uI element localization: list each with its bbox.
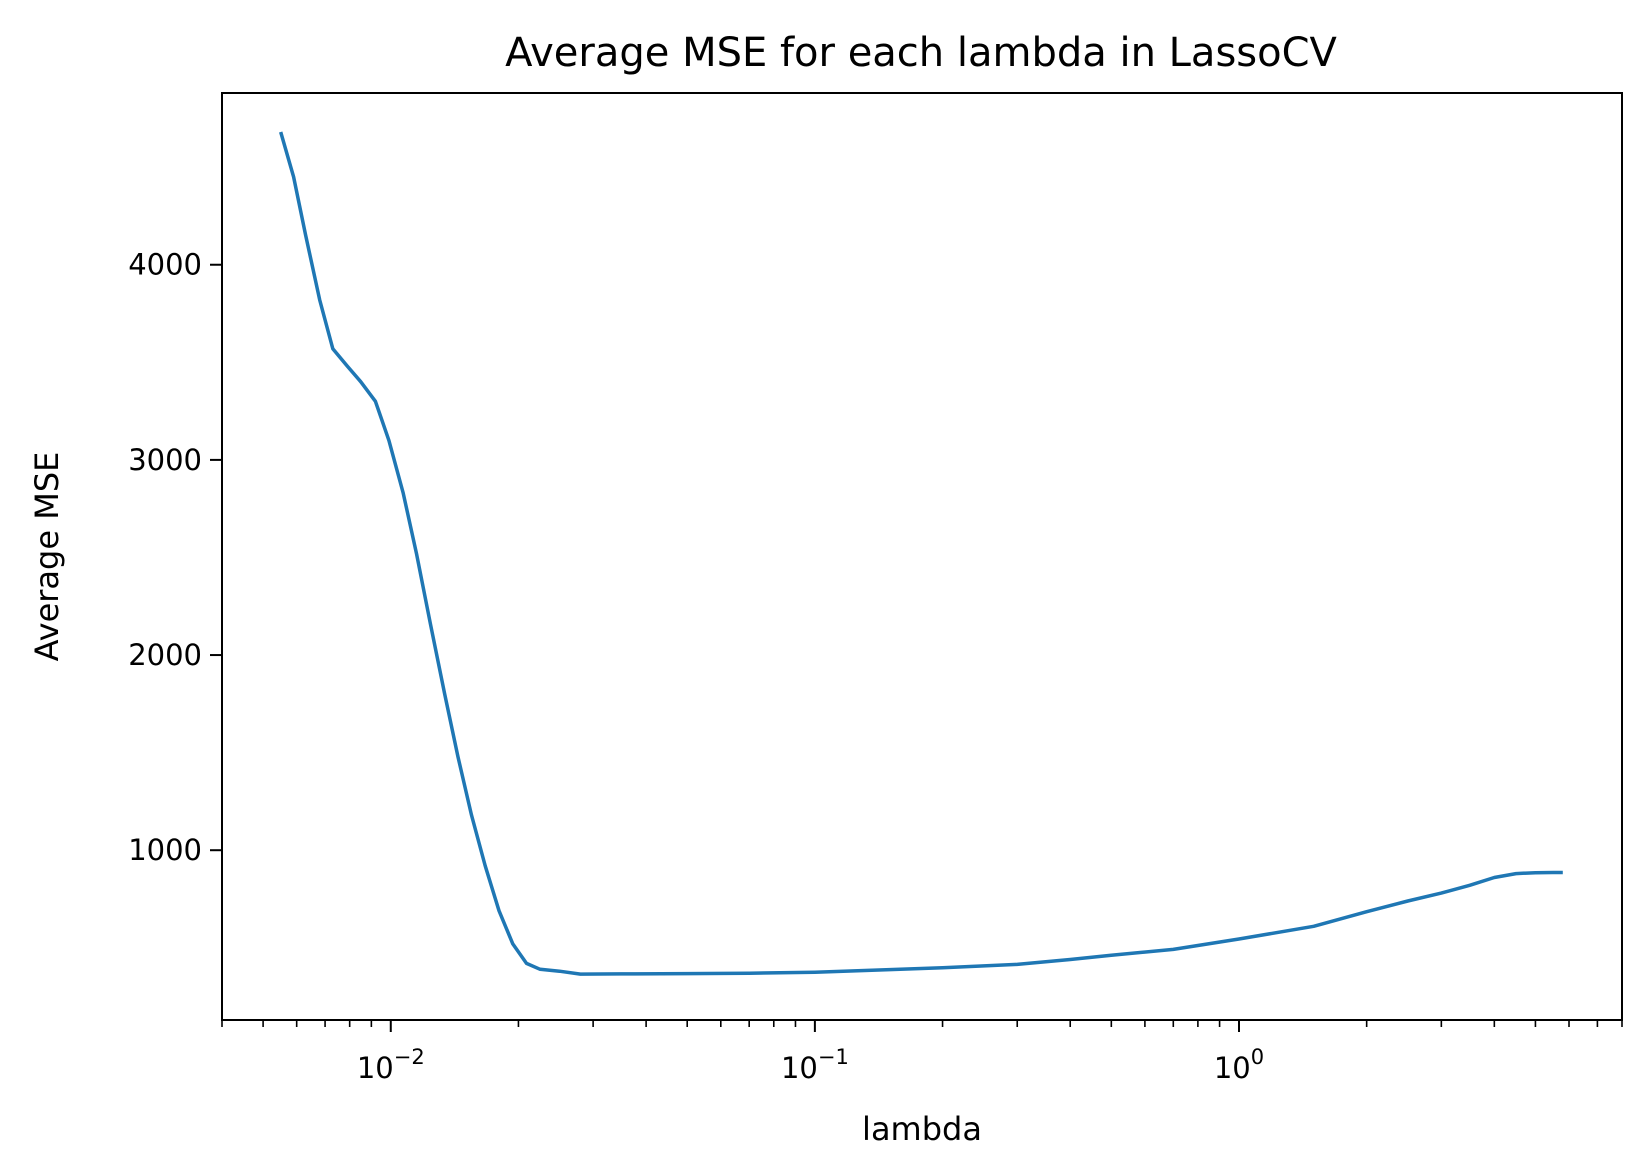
series-layer xyxy=(279,131,1563,976)
x-tick-label: 10−1 xyxy=(781,1045,849,1085)
y-tick-label: 4000 xyxy=(128,248,202,282)
x-tick-exponent: 0 xyxy=(1251,1045,1264,1069)
x-tick-base: 10 xyxy=(1214,1051,1251,1085)
mse-series-line xyxy=(279,131,1563,976)
y-tick-label: 3000 xyxy=(128,443,202,477)
chart-title: Average MSE for each lambda in LassoCV xyxy=(505,30,1337,76)
x-axis-ticks: 10−2 10−1 100 xyxy=(221,1020,1623,1085)
y-axis-ticks: 1000 2000 3000 4000 xyxy=(128,248,222,867)
x-tick-label: 100 xyxy=(1214,1045,1264,1085)
x-tick-label: 10−2 xyxy=(357,1045,425,1085)
x-tick-exponent: −2 xyxy=(394,1045,425,1069)
axes-frame xyxy=(221,92,1623,1021)
x-tick-exponent: −1 xyxy=(818,1045,849,1069)
y-axis-label: Average MSE xyxy=(28,452,66,662)
x-tick-base: 10 xyxy=(357,1051,394,1085)
x-axis-label: lambda xyxy=(862,1110,982,1148)
y-tick-label: 2000 xyxy=(128,638,202,672)
y-tick-label: 1000 xyxy=(128,833,202,867)
x-tick-base: 10 xyxy=(781,1051,818,1085)
